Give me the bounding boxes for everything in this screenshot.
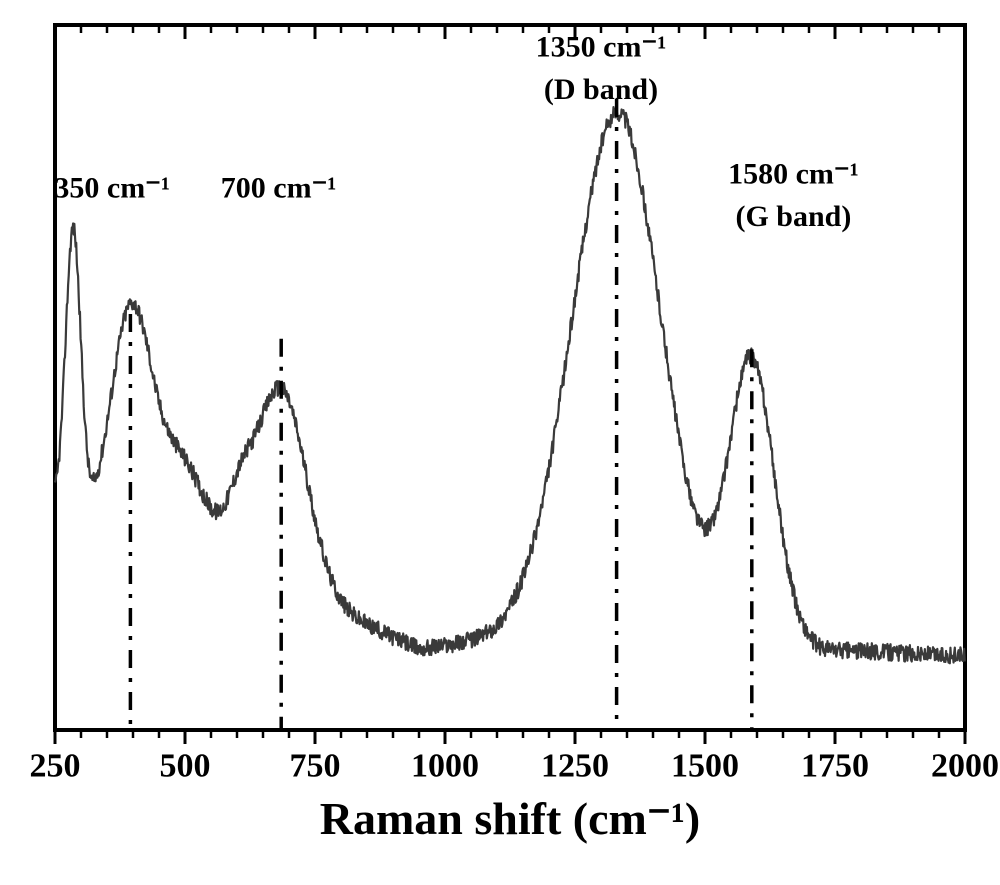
x-tick-label: 250 xyxy=(30,747,81,784)
x-axis-label: Raman shift (cm⁻¹) xyxy=(320,793,700,844)
x-tick-label: 500 xyxy=(160,747,211,784)
peak-annotation: (D band) xyxy=(544,73,658,106)
x-tick-label: 1250 xyxy=(541,747,609,784)
peak-annotation: (G band) xyxy=(735,200,851,233)
x-tick-label: 750 xyxy=(290,747,341,784)
peak-annotation: 1580 cm⁻¹ xyxy=(728,158,859,191)
x-tick-label: 2000 xyxy=(931,747,999,784)
x-tick-label: 1750 xyxy=(801,747,869,784)
peak-annotation: 350 cm⁻¹ xyxy=(54,172,170,205)
x-tick-label: 1500 xyxy=(671,747,739,784)
peak-annotation: 1350 cm⁻¹ xyxy=(536,31,667,64)
x-tick-label: 1000 xyxy=(411,747,479,784)
peak-annotation: 700 cm⁻¹ xyxy=(221,172,337,205)
raman-spectrum-chart: 250 500 750 1000 1250 1500 1750 2000 350 cm⁻¹ 700… xyxy=(0,0,1000,885)
chart-svg: 250 500 750 1000 1250 1500 1750 2000 350 cm⁻¹ 700… xyxy=(0,0,1000,885)
